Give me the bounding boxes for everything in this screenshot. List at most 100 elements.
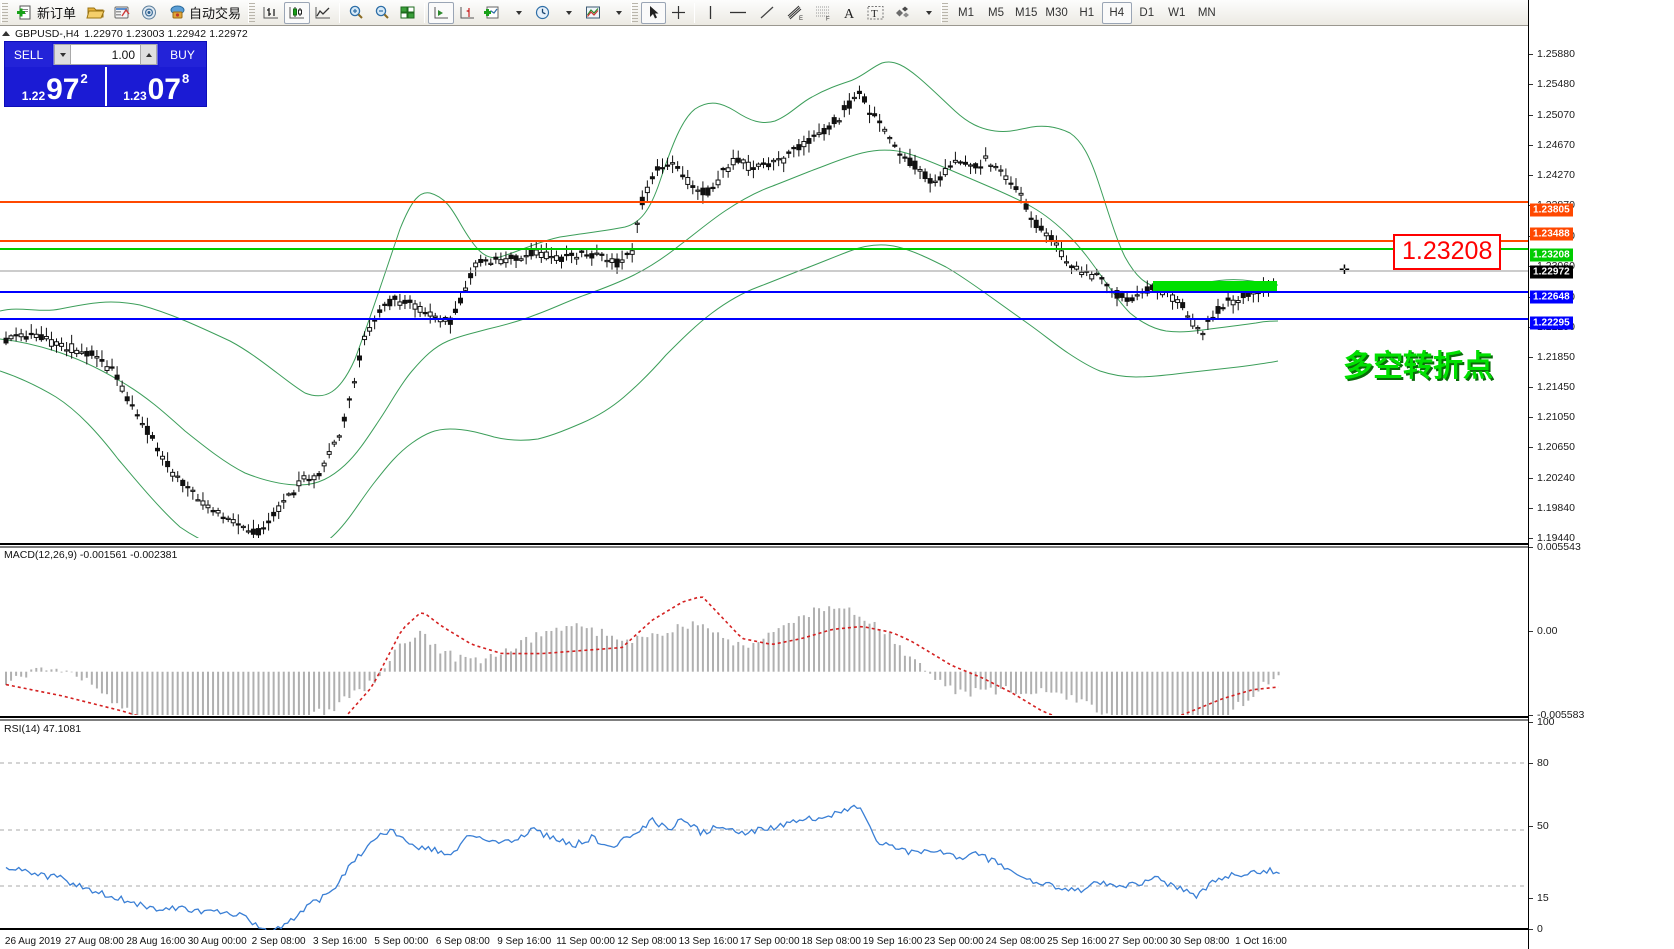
crosshair-button[interactable] — [666, 2, 691, 24]
fibonacci-button[interactable]: F — [809, 2, 837, 24]
navigator-button[interactable] — [136, 2, 163, 24]
text-label-button[interactable]: T — [862, 2, 889, 24]
channel-button[interactable]: E — [781, 2, 809, 24]
periods-button[interactable] — [530, 2, 556, 24]
symbol-info-line: GBPUSD-,H4 1.22970 1.23003 1.22942 1.229… — [0, 27, 248, 40]
collapse-triangle-icon[interactable] — [2, 31, 10, 36]
zoom-in-button[interactable] — [343, 2, 369, 24]
axis-tick — [1529, 722, 1533, 723]
axis-tick — [1529, 763, 1533, 765]
timeframe-h1[interactable]: H1 — [1072, 2, 1102, 24]
price-axis-label: 1.20650 — [1537, 441, 1575, 454]
indicators-dropdown[interactable] — [506, 2, 530, 24]
chevron-down-icon — [566, 10, 573, 15]
rsi-pane — [0, 762, 1528, 930]
auto-scroll-button[interactable] — [428, 1, 455, 24]
support-2-price-tag[interactable]: 1.22295 — [1530, 316, 1573, 330]
templates-dropdown[interactable] — [606, 2, 630, 24]
resistance-1-price-tag[interactable]: 1.23805 — [1530, 203, 1573, 217]
rsi-line — [5, 804, 1280, 930]
timeframe-m15[interactable]: M15 — [1011, 2, 1041, 24]
time-axis-label: 26 Aug 2019 — [4, 936, 62, 947]
price-axis-label: 1.20240 — [1537, 471, 1575, 484]
toolbar-grip[interactable] — [1, 2, 8, 23]
axis-tick — [1529, 83, 1533, 85]
current-price-tag[interactable]: 1.22972 — [1530, 265, 1573, 279]
time-axis-label: 12 Sep 08:00 — [617, 936, 677, 947]
timeframe-m5[interactable]: M5 — [981, 2, 1011, 24]
line-chart-button[interactable] — [310, 2, 336, 24]
indicators-button[interactable] — [480, 2, 506, 24]
price-pane — [0, 61, 1528, 538]
pivot-line-price-tag[interactable]: 1.23208 — [1530, 248, 1573, 262]
timeframe-label: M30 — [1045, 6, 1068, 19]
timeframe-w1[interactable]: W1 — [1162, 2, 1192, 24]
time-axis-label: 30 Sep 08:00 — [1169, 936, 1230, 947]
support-1-price-tag[interactable]: 1.22648 — [1530, 290, 1573, 304]
toolbar-grip-3[interactable] — [631, 2, 639, 23]
toolbar-grip-2[interactable] — [248, 2, 256, 23]
timeframe-h4[interactable]: H4 — [1101, 1, 1132, 24]
zoom-out-button[interactable] — [369, 2, 395, 24]
profiles-button[interactable] — [82, 2, 109, 24]
tile-windows-icon — [399, 4, 417, 21]
periods-dropdown[interactable] — [556, 2, 580, 24]
oct-top-row: SELL 1.00 BUY — [5, 42, 206, 67]
macd-label: MACD(12,26,9) -0.001561 -0.002381 — [4, 549, 178, 561]
chevron-up-icon — [145, 52, 152, 57]
timeframe-d1[interactable]: D1 — [1132, 2, 1162, 24]
horizontal-line-button[interactable] — [723, 2, 753, 24]
templates-button[interactable] — [580, 2, 606, 24]
price-axis[interactable]: 1.25880 1.25480 1.25070 1.24670 1.24270 1.238… — [1528, 0, 1674, 949]
market-watch-button[interactable] — [109, 2, 136, 24]
oct-price-row: 1.22 97 2 1.23 07 8 — [5, 67, 206, 106]
time-axis-label: 2 Sep 08:00 — [251, 936, 306, 947]
buy-button[interactable]: BUY — [159, 42, 206, 67]
chart-canvas — [0, 61, 1528, 930]
volume-decrement-button[interactable] — [54, 44, 71, 65]
chinese-note-annotation[interactable]: 多空转折点 — [1343, 349, 1493, 384]
timeframe-m1[interactable]: M1 — [951, 2, 981, 24]
price-axis-label: 1.24670 — [1537, 138, 1575, 151]
buy-price-display[interactable]: 1.23 07 8 — [104, 67, 207, 106]
new-order-button[interactable]: 新订单 — [11, 2, 82, 24]
chart-shift-button[interactable] — [454, 2, 480, 24]
candlestick-button[interactable] — [284, 1, 311, 24]
axis-tick — [1529, 477, 1533, 479]
navigator-icon — [140, 4, 159, 21]
vertical-line-icon — [702, 4, 719, 21]
chevron-down-icon — [59, 52, 66, 57]
bar-chart-button[interactable] — [258, 2, 284, 24]
time-axis-label: 9 Sep 16:00 — [497, 936, 552, 947]
timeframe-mn[interactable]: MN — [1192, 2, 1222, 24]
market-watch-icon — [113, 4, 132, 21]
bollinger-lower-band — [0, 244, 1279, 538]
axis-tick — [1529, 53, 1533, 55]
tile-windows-button[interactable] — [395, 2, 421, 24]
bollinger-middle-band — [0, 149, 1279, 486]
sell-price-display[interactable]: 1.22 97 2 — [5, 67, 105, 106]
volume-increment-button[interactable] — [140, 44, 157, 65]
time-axis-label: 5 Sep 00:00 — [374, 936, 429, 947]
macd-axis-label: -0.005583 — [1537, 709, 1585, 721]
toolbar-grip-4[interactable] — [941, 2, 949, 23]
trendline-button[interactable] — [753, 2, 781, 24]
symbol-ohlc: 1.22970 1.23003 1.22942 1.22972 — [84, 27, 248, 40]
price-axis-label: 1.19840 — [1537, 501, 1575, 514]
crosshair-icon — [670, 4, 687, 21]
timeframe-label: H1 — [1079, 6, 1095, 19]
timeframe-m30[interactable]: M30 — [1041, 2, 1071, 24]
volume-input[interactable]: 1.00 — [71, 44, 140, 65]
price-callout-box[interactable]: 1.23208 — [1393, 234, 1502, 270]
autotrading-button[interactable]: 自动交易 — [163, 2, 247, 24]
text-button[interactable]: A — [837, 2, 862, 24]
time-axis[interactable]: 26 Aug 2019 27 Aug 08:00 28 Aug 16:00 30 Au… — [0, 930, 1528, 949]
resistance-2-price-tag[interactable]: 1.23488 — [1530, 227, 1573, 241]
cursor-button[interactable] — [641, 1, 667, 24]
shapes-dropdown[interactable] — [916, 2, 940, 24]
vertical-line-button[interactable] — [698, 2, 723, 24]
shapes-button[interactable] — [889, 2, 916, 24]
time-axis-label: 11 Sep 00:00 — [556, 936, 615, 947]
sell-button[interactable]: SELL — [5, 42, 52, 67]
time-axis-label: 27 Aug 08:00 — [64, 936, 124, 947]
